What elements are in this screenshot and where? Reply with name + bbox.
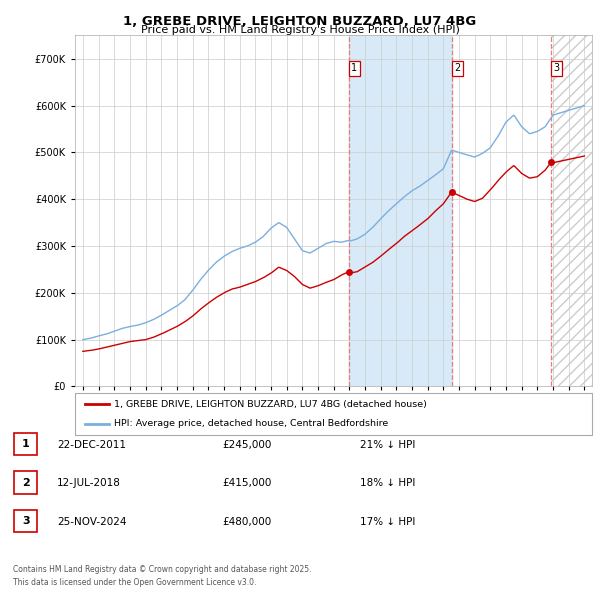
Text: £415,000: £415,000: [222, 478, 271, 488]
Text: Price paid vs. HM Land Registry's House Price Index (HPI): Price paid vs. HM Land Registry's House …: [140, 25, 460, 35]
Text: 1: 1: [22, 440, 29, 449]
Bar: [551, 35, 592, 386]
Bar: [349, 35, 452, 386]
FancyBboxPatch shape: [14, 433, 37, 455]
Bar: [551, 35, 592, 386]
Text: 1: 1: [351, 63, 357, 73]
FancyBboxPatch shape: [75, 393, 592, 435]
Text: £480,000: £480,000: [222, 517, 271, 526]
Text: 2: 2: [454, 63, 460, 73]
Text: 17% ↓ HPI: 17% ↓ HPI: [360, 517, 415, 526]
Text: 25-NOV-2024: 25-NOV-2024: [57, 517, 127, 526]
Text: 22-DEC-2011: 22-DEC-2011: [57, 440, 126, 450]
FancyBboxPatch shape: [14, 510, 37, 532]
Text: £245,000: £245,000: [222, 440, 271, 450]
FancyBboxPatch shape: [14, 471, 37, 494]
Text: 18% ↓ HPI: 18% ↓ HPI: [360, 478, 415, 488]
Text: HPI: Average price, detached house, Central Bedfordshire: HPI: Average price, detached house, Cent…: [114, 419, 388, 428]
Text: 12-JUL-2018: 12-JUL-2018: [57, 478, 121, 488]
Text: 1, GREBE DRIVE, LEIGHTON BUZZARD, LU7 4BG: 1, GREBE DRIVE, LEIGHTON BUZZARD, LU7 4B…: [124, 15, 476, 28]
Text: 3: 3: [554, 63, 560, 73]
Text: 21% ↓ HPI: 21% ↓ HPI: [360, 440, 415, 450]
Text: 2: 2: [22, 478, 29, 487]
Text: 1, GREBE DRIVE, LEIGHTON BUZZARD, LU7 4BG (detached house): 1, GREBE DRIVE, LEIGHTON BUZZARD, LU7 4B…: [114, 400, 427, 409]
Text: Contains HM Land Registry data © Crown copyright and database right 2025.
This d: Contains HM Land Registry data © Crown c…: [13, 565, 312, 586]
Text: 3: 3: [22, 516, 29, 526]
